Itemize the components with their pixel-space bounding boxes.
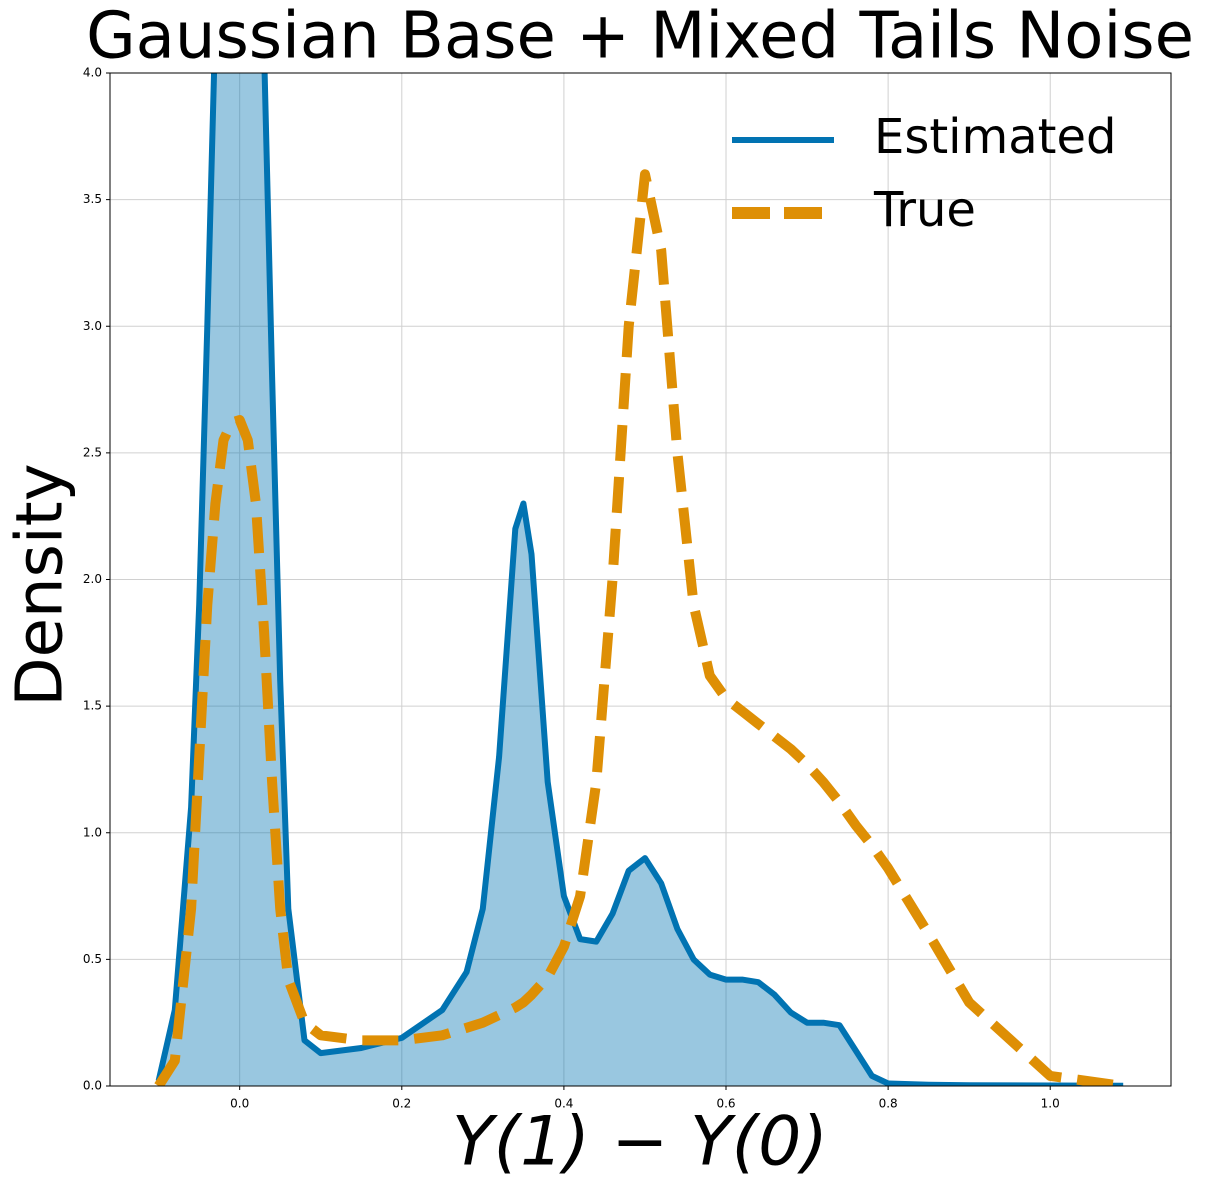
x-tick-label: 0.2: [392, 1097, 411, 1111]
y-tick-label: 0.0: [83, 1079, 102, 1093]
x-tick-label: 1.0: [1041, 1097, 1060, 1111]
area: [158, 73, 1124, 1086]
y-tick-label: 0.5: [83, 952, 102, 966]
x-tick-label: 0.4: [554, 1097, 573, 1111]
y-tick-label: 3.5: [83, 192, 102, 206]
line: [154, 169, 1124, 1086]
y-tick-label: 2.0: [83, 572, 102, 586]
legend-label: Estimated: [874, 109, 1116, 165]
chart-title: Gaussian Base + Mixed Tails Noise: [86, 0, 1194, 74]
y-tick-label: 1.0: [83, 825, 102, 839]
x-axis-label: Y(1) − Y(0): [452, 1103, 828, 1182]
y-tick-label: 3.0: [83, 319, 102, 333]
line: [155, 73, 1124, 1086]
x-tick-label: 0.8: [879, 1097, 898, 1111]
y-tick-label: 2.5: [83, 445, 102, 459]
y-tick-label: 4.0: [83, 66, 102, 80]
y-tick-label: 1.5: [83, 699, 102, 713]
x-tick-label: 0.6: [716, 1097, 735, 1111]
legend-label: True: [873, 182, 976, 238]
ticks: 0.0 0.2 0.4 0.6 0.8 1.0 0.0 0.5 1.0 1.5 2.0 2.5 3.0 3…: [83, 66, 1060, 1111]
plot-area: [154, 73, 1124, 1086]
legend: Estimated True: [732, 109, 1116, 238]
x-tick-label: 0.0: [230, 1097, 249, 1111]
y-axis-label: Density: [4, 463, 78, 706]
